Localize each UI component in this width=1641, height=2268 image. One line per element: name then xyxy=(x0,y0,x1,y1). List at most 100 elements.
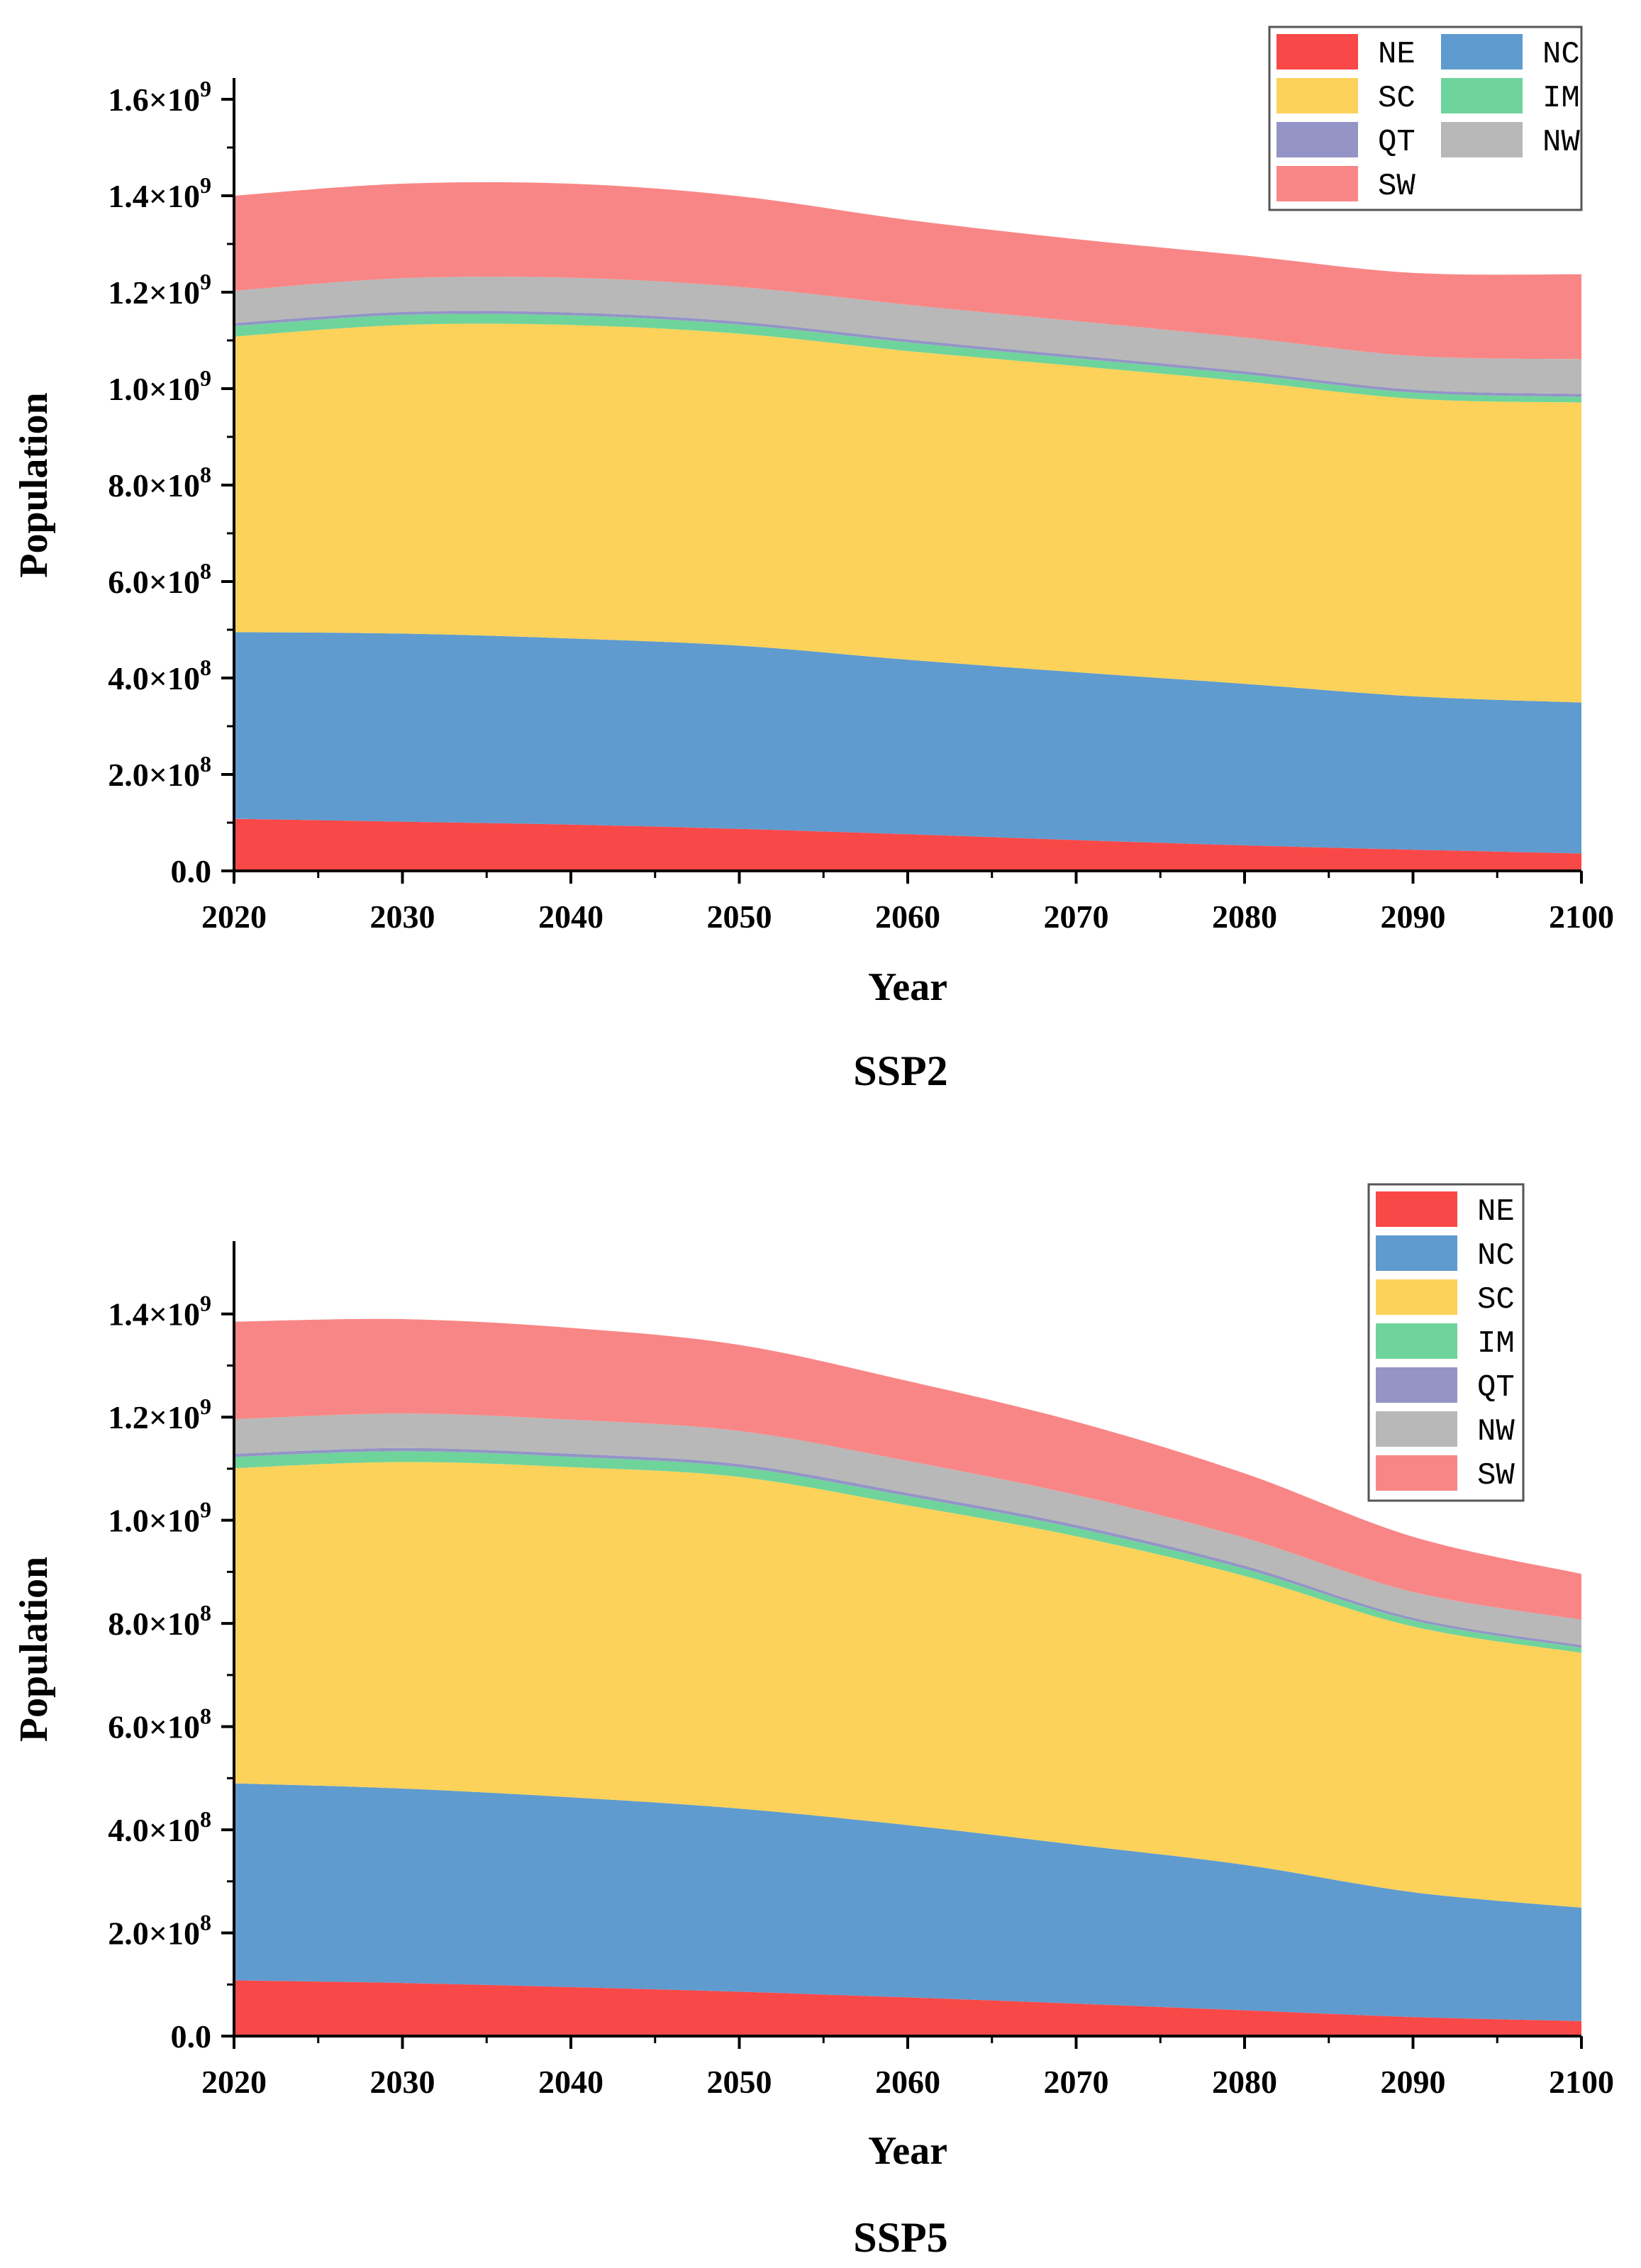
legend-swatch xyxy=(1376,1279,1457,1315)
y-tick-label: 4.0×108 xyxy=(108,1806,211,1848)
y-tick-mantissa: 0.0 xyxy=(171,853,212,889)
x-axis-title: Year xyxy=(868,2129,947,2173)
y-tick-label: 1.0×109 xyxy=(108,365,211,407)
x-tick-label: 2090 xyxy=(1381,2064,1446,2100)
panel-title: SSP2 xyxy=(853,1047,947,1094)
y-tick-exponent: 8 xyxy=(200,751,211,777)
y-tick-mantissa: 8.0×10 xyxy=(108,467,200,504)
y-tick-label: 1.2×109 xyxy=(108,1394,211,1435)
y-tick-label: 1.4×109 xyxy=(108,1291,211,1333)
y-tick-mantissa: 6.0×10 xyxy=(108,1709,200,1745)
y-tick-label: 0.0 xyxy=(171,2018,212,2055)
y-tick-exponent: 9 xyxy=(200,1394,211,1419)
x-tick-label: 2100 xyxy=(1549,2064,1614,2100)
y-tick-mantissa: 1.4×10 xyxy=(108,1296,200,1333)
y-tick-mantissa: 1.6×10 xyxy=(108,82,200,118)
legend-swatch xyxy=(1276,166,1358,201)
area-series-nc xyxy=(234,632,1581,854)
y-tick-exponent: 8 xyxy=(200,1600,211,1625)
legend-item-nc: NC xyxy=(1376,1235,1515,1274)
legend-label: IM xyxy=(1542,81,1580,116)
area-series-nc xyxy=(234,1783,1581,2021)
legend-swatch xyxy=(1376,1323,1457,1359)
stacked-areas xyxy=(234,182,1581,871)
legend-item-sw: SW xyxy=(1376,1455,1515,1494)
legend-label: NW xyxy=(1477,1414,1515,1450)
legend-swatch xyxy=(1376,1367,1457,1403)
y-tick-label: 6.0×108 xyxy=(108,558,211,600)
y-tick-label: 8.0×108 xyxy=(108,462,211,504)
x-tick-label: 2050 xyxy=(707,2064,772,2100)
y-tick-label: 1.6×109 xyxy=(108,76,211,118)
y-axis-title: Population xyxy=(12,1557,56,1742)
legend-swatch xyxy=(1376,1235,1457,1271)
legend-item-sw: SW xyxy=(1276,166,1415,204)
x-tick-label: 2030 xyxy=(370,899,435,935)
area-series-ne xyxy=(234,818,1581,871)
legend-swatch xyxy=(1276,122,1358,157)
x-tick-label: 2060 xyxy=(875,2064,940,2100)
y-tick-exponent: 8 xyxy=(200,1910,211,1935)
legend: NE NC SC IM QT NW SW xyxy=(1367,1183,1525,1502)
legend-label: NW xyxy=(1542,125,1580,160)
legend-label: SC xyxy=(1477,1282,1515,1318)
y-tick-mantissa: 2.0×10 xyxy=(108,757,200,793)
x-tick-label: 2050 xyxy=(707,899,772,935)
area-series-sc xyxy=(234,323,1581,703)
y-axis-title: Population xyxy=(12,392,56,577)
area-series-sc xyxy=(234,1462,1581,1908)
legend-label: QT xyxy=(1378,125,1415,160)
legend-swatch xyxy=(1441,122,1523,157)
y-tick-mantissa: 1.2×10 xyxy=(108,274,200,311)
x-tick-label: 2070 xyxy=(1044,899,1109,935)
y-tick-label: 4.0×108 xyxy=(108,655,211,696)
legend: NE NC SC IM QT NW SW xyxy=(1268,26,1583,211)
legend-swatch xyxy=(1441,78,1523,113)
area-series-sw xyxy=(234,182,1581,360)
legend-item-qt: QT xyxy=(1276,122,1415,160)
legend-item-im: IM xyxy=(1376,1323,1515,1362)
area-series-nw xyxy=(234,1413,1581,1645)
legend-label: QT xyxy=(1477,1370,1515,1406)
legend-swatch xyxy=(1376,1411,1457,1447)
y-tick-label: 8.0×108 xyxy=(108,1600,211,1642)
y-tick-mantissa: 2.0×10 xyxy=(108,1916,200,1952)
y-tick-exponent: 8 xyxy=(200,655,211,680)
area-series-nw xyxy=(234,277,1581,394)
y-tick-exponent: 8 xyxy=(200,1806,211,1832)
x-tick-label: 2070 xyxy=(1044,2064,1109,2100)
y-tick-label: 2.0×108 xyxy=(108,751,211,793)
legend-label: SW xyxy=(1477,1458,1515,1494)
legend-label: IM xyxy=(1477,1326,1515,1362)
area-series-im xyxy=(234,313,1581,403)
legend-item-ne: NE xyxy=(1376,1191,1515,1230)
x-axis-ticks: 2020 2030 2040 2050 2060 2070 2080 2090 2100 xyxy=(201,871,1614,935)
x-tick-label: 2020 xyxy=(201,899,267,935)
x-tick-label: 2100 xyxy=(1549,899,1614,935)
legend-item-im: IM xyxy=(1441,78,1580,116)
y-tick-mantissa: 0.0 xyxy=(171,2018,212,2055)
y-axis-ticks: 0.02.0×1084.0×1086.0×1088.0×1081.0×1091.… xyxy=(108,1291,234,2055)
y-tick-exponent: 9 xyxy=(200,76,211,101)
y-tick-label: 6.0×108 xyxy=(108,1703,211,1745)
y-tick-mantissa: 8.0×10 xyxy=(108,1606,200,1642)
x-axis-title: Year xyxy=(868,965,947,1009)
y-tick-label: 2.0×108 xyxy=(108,1910,211,1952)
legend-item-sc: SC xyxy=(1376,1279,1515,1318)
legend-item-nw: NW xyxy=(1441,122,1580,160)
y-tick-mantissa: 1.4×10 xyxy=(108,178,200,214)
legend-item-ne: NE xyxy=(1276,34,1415,72)
area-series-ne xyxy=(234,1980,1581,2036)
y-tick-exponent: 9 xyxy=(200,172,211,198)
x-tick-label: 2030 xyxy=(370,2064,435,2100)
x-tick-label: 2090 xyxy=(1381,899,1446,935)
x-tick-label: 2080 xyxy=(1212,2064,1277,2100)
y-tick-exponent: 8 xyxy=(200,558,211,584)
y-tick-exponent: 8 xyxy=(200,462,211,487)
stacked-areas xyxy=(234,1318,1581,2036)
y-tick-mantissa: 1.0×10 xyxy=(108,1503,200,1539)
area-series-im xyxy=(234,1451,1581,1653)
x-tick-label: 2040 xyxy=(538,2064,603,2100)
x-tick-label: 2040 xyxy=(538,899,603,935)
